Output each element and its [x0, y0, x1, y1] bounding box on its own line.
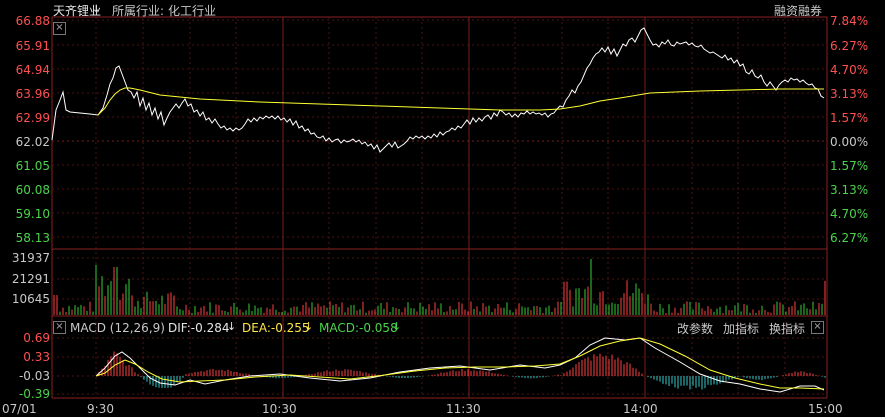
stock-name: 天齐锂业	[53, 4, 102, 18]
macd-dif-value: DIF:-0.284	[168, 321, 230, 335]
macd-dif-line	[95, 337, 825, 393]
price-line	[51, 27, 825, 153]
time-label-1130: 11:30	[446, 402, 481, 416]
percent-tick-label: 4.70%	[830, 207, 869, 221]
price-tick-label: 62.99	[15, 111, 50, 125]
macd-tick-label: -0.03	[18, 369, 50, 383]
price-tick-label: 60.08	[15, 183, 50, 197]
price-tick-label: 58.13	[15, 231, 50, 245]
macd-dea-value: DEA:-0.255	[242, 321, 310, 335]
time-label-1400: 14:00	[623, 402, 658, 416]
price-tick-label: 63.96	[15, 87, 50, 101]
percent-tick-label: 4.70%	[830, 63, 869, 77]
time-date-label: 07/01	[2, 402, 37, 416]
switch-indicator-button[interactable]: 换指标	[769, 322, 806, 336]
percent-tick-label: 6.27%	[830, 39, 869, 53]
edit-params-button[interactable]: 改参数	[677, 322, 714, 336]
margin-trading-link[interactable]: 融资融券	[774, 4, 823, 18]
volume-tick-label: 31937	[11, 251, 50, 265]
percent-tick-label: 0.00%	[830, 135, 869, 149]
price-tick-label: 61.05	[15, 159, 50, 173]
indicator-close-icon[interactable]: ×	[811, 321, 824, 334]
industry-value[interactable]: 化工行业	[168, 4, 217, 18]
macd-tick-label: -0.39	[18, 387, 50, 401]
price-tick-label: 64.94	[15, 63, 50, 77]
macd-down-arrow-icon: ↓	[392, 320, 402, 333]
percent-tick-label: 3.13%	[830, 183, 869, 197]
time-label-930: 9:30	[87, 402, 114, 416]
percent-tick-label: 3.13%	[830, 87, 869, 101]
price-tick-label: 62.02	[15, 135, 50, 149]
add-indicator-button[interactable]: 加指标	[723, 322, 760, 336]
average-price-line	[97, 87, 824, 116]
macd-close-icon[interactable]: ×	[53, 321, 66, 334]
time-label-1500: 15:00	[808, 402, 843, 416]
percent-tick-label: 7.84%	[830, 14, 869, 28]
down-arrow-marker-icon: ↓	[92, 4, 101, 15]
macd-tick-label: 0.69	[23, 331, 50, 345]
percent-tick-label: 1.57%	[830, 159, 869, 173]
macd-indicator-name[interactable]: MACD (12,26,9)	[70, 321, 165, 335]
price-tick-label: 65.91	[15, 39, 50, 53]
volume-tick-label: 10645	[11, 292, 50, 306]
time-label-1030: 10:30	[262, 402, 297, 416]
percent-tick-label: 6.27%	[830, 231, 869, 245]
close-icon[interactable]: ×	[53, 22, 66, 35]
dif-down-arrow-icon: ↓	[227, 320, 237, 333]
macd-dea-line	[95, 337, 825, 390]
macd-macd-value: MACD:-0.058	[319, 321, 398, 335]
industry-label: 所属行业:	[112, 4, 165, 18]
percent-tick-label: 1.57%	[830, 111, 869, 125]
macd-tick-label: 0.33	[23, 350, 50, 364]
price-tick-label: 66.88	[15, 14, 50, 28]
dea-down-arrow-icon: ↓	[304, 320, 314, 333]
volume-tick-label: 21291	[11, 272, 50, 286]
price-tick-label: 59.10	[15, 207, 50, 221]
